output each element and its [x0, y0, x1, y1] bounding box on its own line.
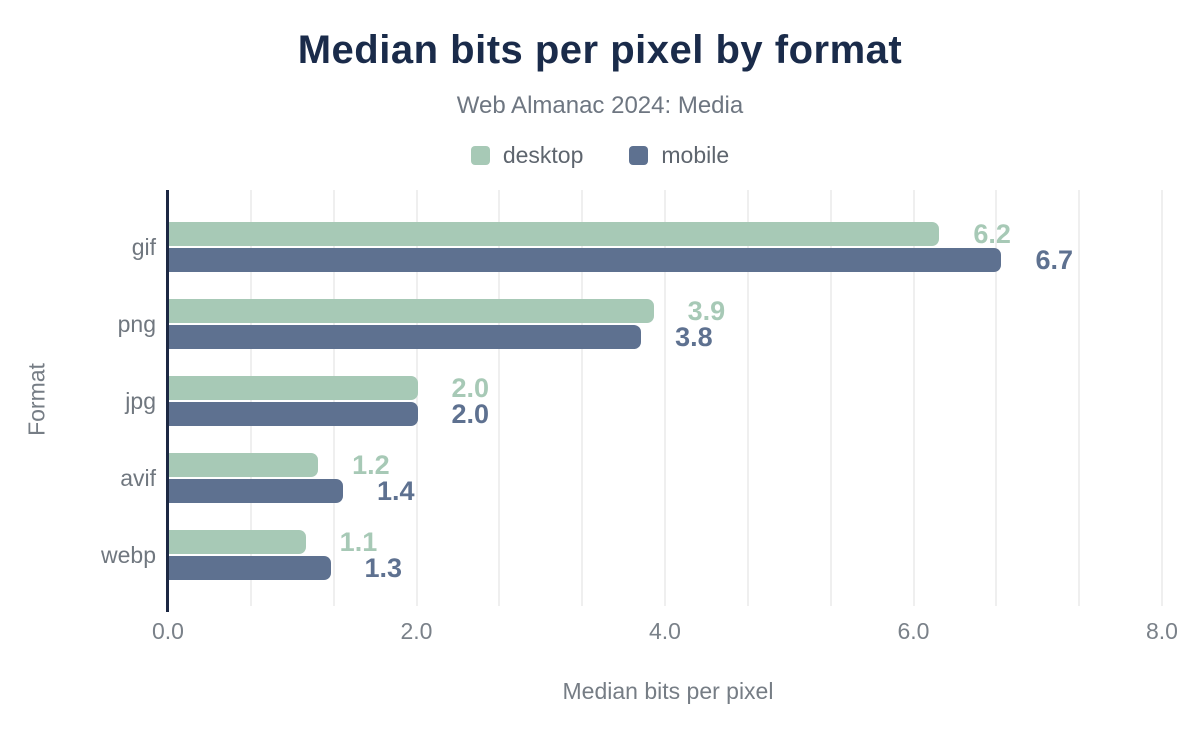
category-label-webp: webp	[101, 541, 156, 568]
value-label-mobile-avif: 1.4	[376, 475, 415, 506]
legend-item-desktop: desktop	[470, 142, 584, 169]
x-tick-label-8.0: 8.0	[1146, 618, 1178, 644]
legend-item-mobile: mobile	[629, 142, 729, 169]
gridline	[829, 190, 832, 606]
gridline	[995, 190, 998, 606]
mobile-swatch-icon	[629, 146, 649, 165]
legend: desktop mobile	[0, 142, 1200, 169]
desktop-swatch-icon	[470, 146, 490, 165]
gridline	[581, 190, 584, 606]
x-tick-label-6.0: 6.0	[897, 618, 930, 644]
bar-desktop-png	[169, 298, 654, 323]
plot-area	[168, 190, 1172, 606]
bar-desktop-avif	[169, 452, 319, 477]
legend-label-desktop: desktop	[502, 142, 584, 168]
chart-title: Median bits per pixel by format	[297, 28, 903, 72]
gridline	[498, 190, 501, 606]
bar-mobile-avif	[169, 478, 343, 503]
bar-mobile-png	[169, 324, 642, 349]
x-tick-label-4.0: 4.0	[649, 618, 681, 644]
value-label-desktop-gif: 6.2	[973, 218, 1011, 249]
gridline	[415, 190, 418, 606]
value-label-desktop-jpg: 2.0	[451, 372, 490, 403]
category-label-avif: avif	[120, 464, 156, 491]
gridline	[912, 190, 915, 606]
category-label-jpg: jpg	[125, 387, 156, 414]
bar-desktop-gif	[169, 221, 940, 246]
category-label-gif: gif	[131, 233, 156, 260]
gridline	[1161, 190, 1163, 606]
gridline	[746, 190, 749, 606]
gridline	[1078, 190, 1081, 606]
bar-desktop-jpg	[169, 375, 418, 400]
bar-mobile-webp	[169, 555, 331, 580]
value-label-desktop-avif: 1.2	[352, 449, 390, 480]
category-label-png: png	[117, 310, 156, 337]
legend-label-mobile: mobile	[661, 142, 730, 168]
value-label-mobile-jpg: 2.0	[451, 398, 490, 429]
bar-desktop-webp	[169, 529, 306, 554]
chart-subtitle: Web Almanac 2024: Media	[456, 92, 744, 119]
bar-mobile-gif	[169, 247, 1002, 272]
gridline	[664, 190, 666, 606]
x-axis-title: Median bits per pixel	[562, 678, 774, 704]
value-label-desktop-webp: 1.1	[339, 526, 378, 557]
bar-mobile-jpg	[169, 401, 418, 426]
value-label-mobile-gif: 6.7	[1035, 244, 1074, 275]
x-tick-label-2.0: 2.0	[400, 618, 433, 644]
x-tick-label-0.0: 0.0	[152, 618, 184, 644]
value-label-desktop-png: 3.9	[687, 295, 726, 326]
value-label-mobile-png: 3.8	[675, 321, 713, 352]
value-label-mobile-webp: 1.3	[364, 552, 403, 583]
y-axis-line	[166, 190, 169, 612]
